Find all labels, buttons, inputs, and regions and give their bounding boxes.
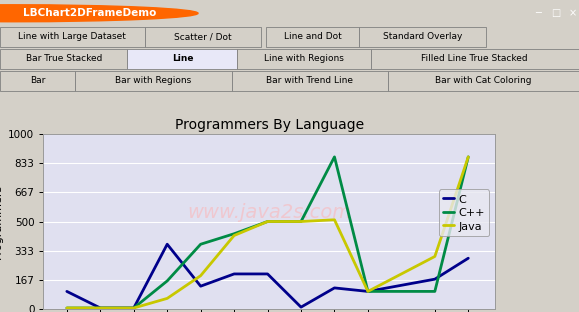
Java xyxy=(130,306,137,310)
Java xyxy=(230,234,237,237)
Text: □: □ xyxy=(551,8,560,18)
Java xyxy=(63,306,70,310)
Text: Bar with Cat Coloring: Bar with Cat Coloring xyxy=(435,76,532,85)
FancyBboxPatch shape xyxy=(266,27,359,47)
C++ xyxy=(230,232,237,236)
C xyxy=(230,272,237,276)
Java xyxy=(164,296,171,300)
Java xyxy=(197,274,204,278)
C xyxy=(364,290,371,293)
Text: Scatter / Dot: Scatter / Dot xyxy=(174,32,232,41)
FancyBboxPatch shape xyxy=(145,27,261,47)
Text: Standard Overlay: Standard Overlay xyxy=(383,32,463,41)
C xyxy=(331,286,338,290)
C++ xyxy=(431,290,438,293)
FancyBboxPatch shape xyxy=(388,71,579,91)
Text: Bar with Regions: Bar with Regions xyxy=(115,76,192,85)
C++ xyxy=(331,155,338,159)
Text: Bar with Trend Line: Bar with Trend Line xyxy=(266,76,353,85)
Circle shape xyxy=(0,5,198,22)
Title: Programmers By Language: Programmers By Language xyxy=(175,118,364,132)
C xyxy=(264,272,271,276)
Java xyxy=(264,220,271,223)
C++ xyxy=(97,306,104,310)
Text: Bar: Bar xyxy=(30,76,45,85)
Line: C: C xyxy=(67,244,468,308)
FancyBboxPatch shape xyxy=(0,71,75,91)
C xyxy=(63,290,70,293)
C xyxy=(298,305,305,309)
Java xyxy=(465,155,472,159)
C xyxy=(164,242,171,246)
Text: Line: Line xyxy=(171,54,193,63)
Text: Filled Line True Stacked: Filled Line True Stacked xyxy=(422,54,528,63)
Text: www.java2s.com: www.java2s.com xyxy=(187,203,351,222)
FancyBboxPatch shape xyxy=(237,49,371,69)
Text: ─: ─ xyxy=(536,8,541,18)
Java xyxy=(298,220,305,223)
C++ xyxy=(63,306,70,310)
Java xyxy=(331,218,338,222)
C xyxy=(431,277,438,281)
C++ xyxy=(264,220,271,223)
Text: ×: × xyxy=(569,8,577,18)
FancyBboxPatch shape xyxy=(0,49,127,69)
Line: Java: Java xyxy=(67,157,468,308)
Java xyxy=(431,255,438,258)
FancyBboxPatch shape xyxy=(371,49,579,69)
C++ xyxy=(465,155,472,159)
C++ xyxy=(164,279,171,283)
FancyBboxPatch shape xyxy=(232,71,388,91)
Y-axis label: Programmers: Programmers xyxy=(0,184,3,259)
Legend: C, C++, Java: C, C++, Java xyxy=(438,189,489,236)
Java xyxy=(364,290,371,293)
C++ xyxy=(298,220,305,223)
C xyxy=(97,306,104,310)
C++ xyxy=(197,242,204,246)
Text: Line with Large Dataset: Line with Large Dataset xyxy=(19,32,126,41)
C xyxy=(465,256,472,260)
Text: Line with Regions: Line with Regions xyxy=(264,54,344,63)
Java xyxy=(97,306,104,310)
FancyBboxPatch shape xyxy=(75,71,232,91)
C xyxy=(197,284,204,288)
C++ xyxy=(130,306,137,310)
FancyBboxPatch shape xyxy=(0,27,145,47)
Text: LBChart2DFrameDemo: LBChart2DFrameDemo xyxy=(23,8,156,18)
C++ xyxy=(364,290,371,293)
FancyBboxPatch shape xyxy=(359,27,486,47)
FancyBboxPatch shape xyxy=(127,49,237,69)
C xyxy=(130,306,137,310)
Line: C++: C++ xyxy=(67,157,468,308)
Text: Line and Dot: Line and Dot xyxy=(284,32,342,41)
Text: Bar True Stacked: Bar True Stacked xyxy=(25,54,102,63)
